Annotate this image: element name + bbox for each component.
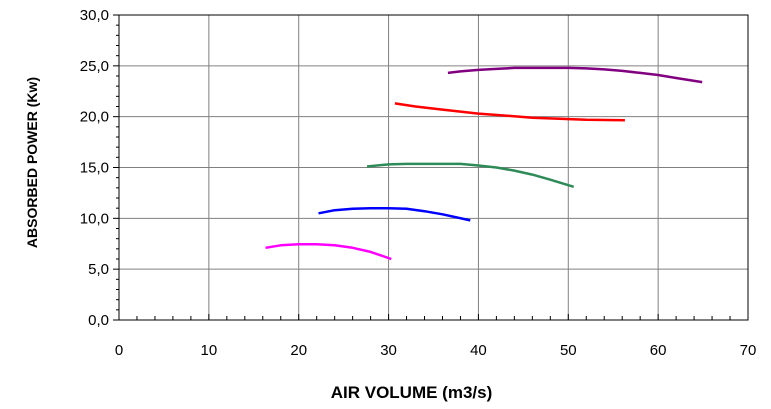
x-tick-label: 40 [470, 342, 487, 359]
y-tick-label: 20,0 [80, 109, 109, 126]
x-axis-title: AIR VOLUME (m3/s) [331, 383, 493, 402]
y-tick-label: 25,0 [80, 58, 109, 75]
series-line-5 [447, 66, 703, 84]
y-axis-title: ABSORBED POWER (Kw) [24, 77, 40, 248]
x-tick-label: 60 [650, 342, 667, 359]
y-tick-label: 15,0 [80, 160, 109, 177]
x-tick-label: 50 [560, 342, 577, 359]
series-line-4 [394, 102, 625, 122]
series-line-1 [265, 243, 392, 261]
x-tick-label: 0 [115, 342, 123, 359]
y-tick-label: 10,0 [80, 210, 109, 227]
x-tick-labels: 0 10 20 30 40 50 60 70 [115, 342, 757, 359]
x-tick-label: 70 [740, 342, 757, 359]
x-tick-label: 20 [290, 342, 307, 359]
minor-ticks [113, 14, 749, 321]
x-tick-label: 30 [380, 342, 397, 359]
y-tick-label: 0,0 [88, 312, 109, 329]
series-line-3 [366, 162, 575, 188]
y-tick-label: 5,0 [88, 261, 109, 278]
grid [119, 15, 748, 320]
x-tick-label: 10 [201, 342, 218, 359]
series-line-2 [318, 206, 471, 222]
y-tick-labels: 0,0 5,0 10,0 15,0 20,0 25,0 30,0 [80, 7, 109, 329]
series-lines [265, 66, 703, 261]
y-tick-label: 30,0 [80, 7, 109, 24]
